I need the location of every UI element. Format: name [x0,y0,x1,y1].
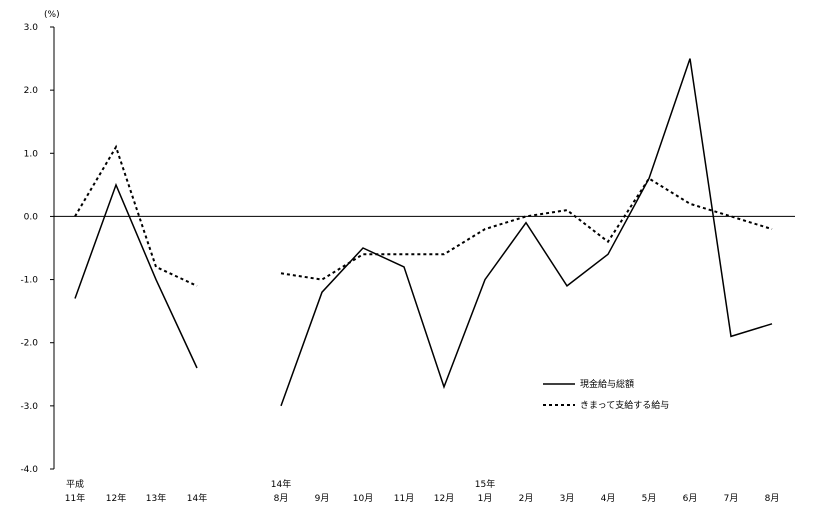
series-line-total-cash-earnings [280,58,773,407]
y-tick-label: 3.0 [24,23,39,33]
x-tick-label: 6月 [683,493,698,504]
x-tick-label: 9月 [315,493,330,504]
x-tick-label-upper: 15年 [475,478,495,490]
axes [50,26,795,470]
x-tick-label: 7月 [724,493,739,504]
x-tick-label: 11月 [394,493,414,504]
x-tick-label: 8月 [765,493,780,504]
y-unit-label: (%) [44,10,60,20]
series-line-contractual-earnings [280,177,773,281]
x-tick-label: 5月 [642,493,657,504]
x-tick-label-upper: 平成 [66,478,84,490]
x-tick-label: 13年 [146,492,166,504]
x-tick-label: 14年 [187,492,207,504]
x-tick-label: 8月 [274,493,289,504]
x-tick-label: 11年 [65,492,85,504]
x-tick-label: 3月 [560,493,575,504]
y-tick-label: -3.0 [20,402,38,412]
x-tick-labels: 平成 11年 12年 13年 14年 14年 8月 9月 10月 11月 12月 15年 1月 2月 3月 4… [65,478,780,504]
y-tick-label: 0.0 [24,212,39,222]
y-tick-label: 2.0 [24,86,39,96]
x-tick-label: 12年 [106,492,126,504]
x-tick-label: 1月 [478,493,493,504]
x-tick-label: 2月 [519,493,534,504]
series-line-contractual-earnings [74,144,198,287]
x-tick-label-upper: 14年 [271,478,291,490]
x-tick-label: 12月 [434,493,454,504]
y-tick-labels: 3.0 2.0 1.0 0.0 -1.0 -2.0 -3.0 -4.0 [20,23,38,475]
y-tick-label: -2.0 [20,339,38,349]
x-tick-label: 10月 [353,493,373,504]
y-tick-label: -4.0 [20,465,38,475]
legend-label: きまって支給する給与 [580,399,669,411]
x-tick-label: 4月 [601,493,616,504]
y-tick-label: -1.0 [20,276,38,286]
series-line-total-cash-earnings [74,182,198,369]
y-tick-label: 1.0 [24,149,39,159]
series-lines [74,58,773,407]
legend-label: 現金給与総額 [580,378,634,390]
